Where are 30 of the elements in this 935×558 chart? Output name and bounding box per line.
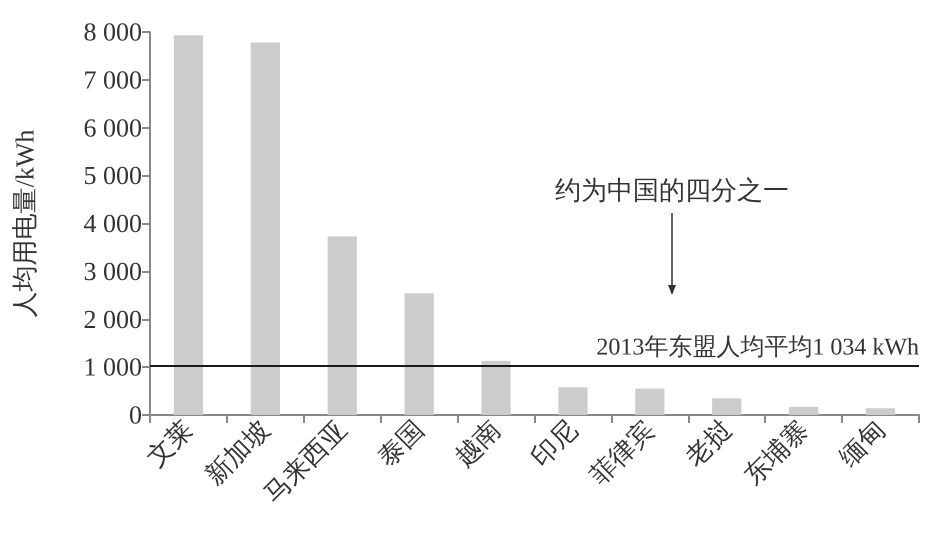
- bar: [250, 42, 280, 415]
- y-tick-label: 1 000: [84, 352, 142, 382]
- bar: [866, 408, 896, 415]
- y-tick-label: 4 000: [84, 209, 142, 238]
- bar: [328, 236, 357, 415]
- ref-line-label: 2013年东盟人均平均1 034 kWh: [596, 333, 919, 360]
- bar: [712, 398, 742, 415]
- x-tick-label: 老挝: [680, 414, 738, 472]
- y-tick-label: 8 000: [84, 18, 142, 46]
- bar: [481, 360, 511, 415]
- y-axis-title: 人均用电量/kWh: [10, 130, 40, 318]
- y-tick-label: 0: [129, 400, 142, 430]
- bar: [789, 406, 818, 415]
- bar: [635, 388, 664, 415]
- annotation: 约为中国的四分之一: [555, 175, 789, 208]
- x-tick-label: 菲律宾: [584, 414, 660, 490]
- x-tick-label: 越南: [449, 414, 506, 472]
- x-tick-label: 印尼: [526, 414, 584, 472]
- x-tick-label: 缅甸: [834, 414, 891, 472]
- x-tick-label: 文莱: [141, 414, 199, 472]
- bar: [558, 387, 588, 415]
- x-tick-label: 东埔寨: [738, 414, 814, 490]
- y-tick-label: 3 000: [84, 256, 142, 286]
- bar: [404, 293, 434, 415]
- y-tick-label: 7 000: [84, 65, 142, 94]
- y-tick-label: 6 000: [84, 113, 142, 142]
- y-tick-label: 5 000: [84, 161, 142, 190]
- bar: [174, 35, 204, 415]
- y-tick-label: 2 000: [84, 304, 142, 334]
- x-tick-label: 泰国: [372, 414, 430, 472]
